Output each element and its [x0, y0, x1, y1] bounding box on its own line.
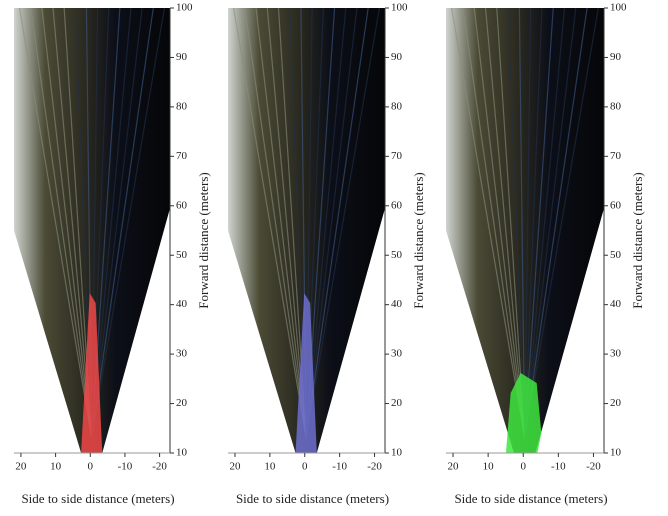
- y-tick-label: 40: [391, 298, 403, 310]
- image-streak: [255, 7, 307, 439]
- image-streak: [52, 7, 93, 439]
- y-tick-label: 30: [610, 348, 622, 360]
- overlay: [81, 293, 103, 453]
- y-tick-label: 20: [610, 397, 622, 409]
- y-tick-label: 10: [391, 447, 403, 459]
- image-streak: [484, 7, 526, 439]
- y-tick-label: 90: [176, 51, 188, 63]
- image-streak: [473, 7, 526, 439]
- x-tick-label: 20: [448, 461, 460, 473]
- bev-image: [14, 8, 170, 453]
- image-streak: [524, 7, 543, 439]
- x-tick-label: 10: [50, 461, 62, 473]
- bev-image: [228, 8, 385, 453]
- y-tick-label: 70: [391, 150, 403, 162]
- y-tick-label: 80: [391, 100, 403, 112]
- y-axis-label: Forward distance (meters): [630, 172, 645, 308]
- image-streak: [507, 7, 526, 439]
- image-streak: [451, 7, 526, 439]
- image-streak: [524, 7, 588, 439]
- y-tick-label: 100: [391, 2, 408, 14]
- y-tick-label: 60: [391, 199, 403, 211]
- image-streak: [305, 7, 380, 439]
- y-tick-label: 100: [610, 2, 627, 14]
- y-tick-label: 70: [176, 150, 188, 162]
- image-streak: [462, 7, 526, 439]
- x-tick-label: 0: [88, 461, 94, 473]
- y-tick-label: 20: [391, 397, 403, 409]
- image-streak: [233, 7, 307, 439]
- y-tick-label: 100: [176, 2, 193, 14]
- x-axis-label: Side to side distance (meters): [454, 491, 607, 506]
- y-tick-label: 80: [610, 100, 622, 112]
- overlay: [295, 293, 317, 453]
- y-tick-label: 60: [176, 199, 188, 211]
- x-tick-label: -10: [551, 461, 566, 473]
- image-streak: [305, 7, 358, 439]
- x-tick-label: 20: [15, 461, 27, 473]
- x-tick-label: 0: [520, 461, 526, 473]
- y-tick-label: 10: [176, 447, 188, 459]
- y-tick-label: 70: [610, 150, 622, 162]
- image-streak: [18, 7, 93, 439]
- image-streak: [30, 7, 93, 439]
- y-tick-label: 50: [176, 249, 188, 261]
- image-streak: [524, 7, 554, 439]
- y-tick-label: 40: [610, 298, 622, 310]
- image-streak: [518, 7, 526, 439]
- image-streak: [524, 7, 577, 439]
- x-tick-label: 10: [264, 461, 276, 473]
- x-tick-label: -20: [367, 461, 382, 473]
- y-tick-label: 10: [610, 447, 622, 459]
- x-axis-label: Side to side distance (meters): [21, 491, 174, 506]
- y-tick-label: 30: [176, 348, 188, 360]
- image-streak: [266, 7, 307, 439]
- y-tick-label: 90: [391, 51, 403, 63]
- y-tick-label: 90: [610, 51, 622, 63]
- image-streak: [524, 7, 532, 439]
- image-streak: [496, 7, 526, 439]
- image-streak: [91, 7, 154, 439]
- x-tick-label: 10: [483, 461, 495, 473]
- image-streak: [41, 7, 93, 439]
- y-tick-label: 80: [176, 100, 188, 112]
- x-tick-label: -20: [152, 461, 167, 473]
- x-tick-label: 20: [229, 461, 241, 473]
- x-axis-label: Side to side distance (meters): [236, 491, 389, 506]
- image-streak: [91, 7, 166, 439]
- y-tick-label: 20: [176, 397, 188, 409]
- y-axis-label: Forward distance (meters): [196, 172, 211, 308]
- x-tick-label: 0: [302, 461, 308, 473]
- x-tick-label: -10: [118, 461, 133, 473]
- bev-image: [446, 8, 604, 453]
- y-tick-label: 40: [176, 298, 188, 310]
- image-streak: [244, 7, 307, 439]
- y-axis-label: Forward distance (meters): [411, 172, 426, 308]
- x-tick-label: -20: [586, 461, 601, 473]
- image-streak: [91, 7, 143, 439]
- image-streak: [305, 7, 369, 439]
- image-streak: [524, 7, 599, 439]
- x-tick-label: -10: [332, 461, 347, 473]
- y-tick-label: 50: [391, 249, 403, 261]
- y-tick-label: 50: [610, 249, 622, 261]
- image-streak: [524, 7, 566, 439]
- overlay: [505, 373, 542, 453]
- y-tick-label: 60: [610, 199, 622, 211]
- y-tick-label: 30: [391, 348, 403, 360]
